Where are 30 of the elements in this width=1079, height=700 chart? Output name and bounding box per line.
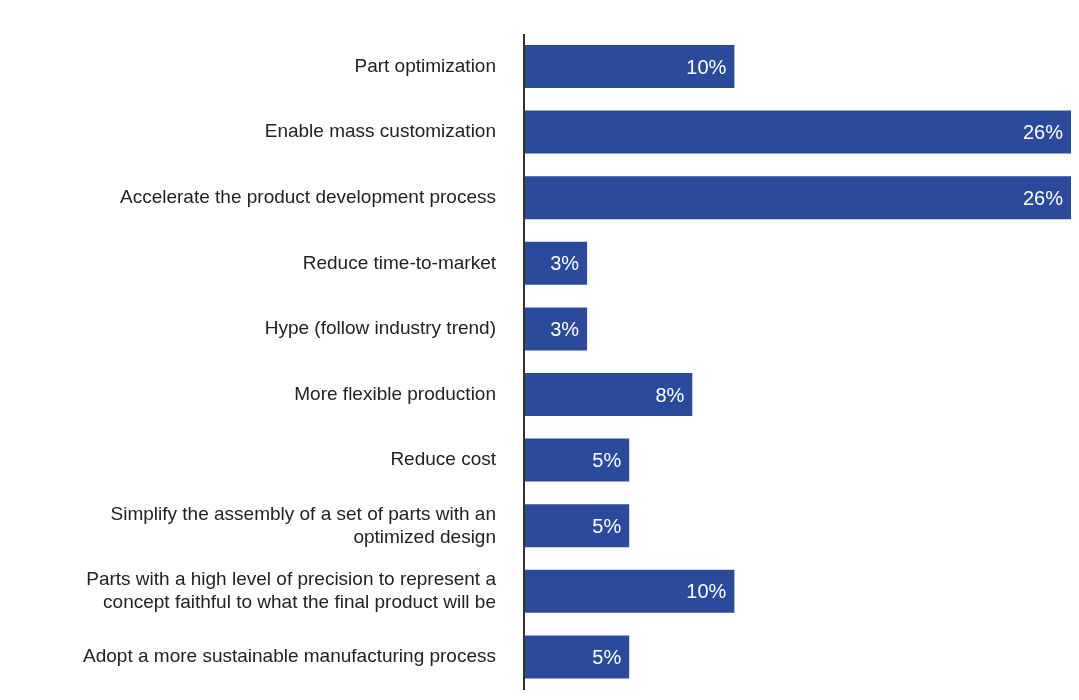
y-tick-label: Reduce cost [390, 448, 497, 470]
bar [524, 110, 1071, 154]
bar [524, 504, 630, 548]
data-label: 10% [686, 55, 727, 78]
bar [524, 569, 735, 613]
data-label: 5% [592, 646, 622, 668]
y-tick-label: Simplify the assembly of a set of parts with an optimized design [110, 502, 496, 547]
data-label: 10% [686, 580, 727, 603]
data-label: 26% [1022, 121, 1064, 144]
y-tick-label: Parts with a high level of precision to represent a concept faithful to what the final product will be [86, 568, 497, 613]
bar [524, 373, 693, 416]
bar [524, 176, 1071, 220]
data-label: 3% [550, 252, 580, 275]
bar [524, 307, 588, 351]
data-label: 5% [592, 449, 622, 472]
y-tick-label: Reduce time-to-market [302, 251, 497, 273]
y-tick-label: Part optimization [354, 54, 496, 76]
data-label: 26% [1022, 186, 1064, 209]
data-label: 5% [592, 514, 622, 537]
y-tick-label: Adopt a more sustainable manufacturing process [83, 645, 496, 667]
bar [524, 241, 588, 285]
y-tick-label: Accelerate the product development process [120, 186, 496, 208]
y-tick-label: Hype (follow industry trend) [264, 317, 496, 339]
data-label: 8% [655, 383, 685, 406]
bar [524, 45, 735, 88]
y-tick-label: Enable mass customization [264, 120, 496, 142]
data-label: 3% [550, 318, 580, 340]
bar [524, 438, 630, 482]
bar [524, 635, 630, 679]
y-tick-label: More flexible production [294, 382, 496, 404]
